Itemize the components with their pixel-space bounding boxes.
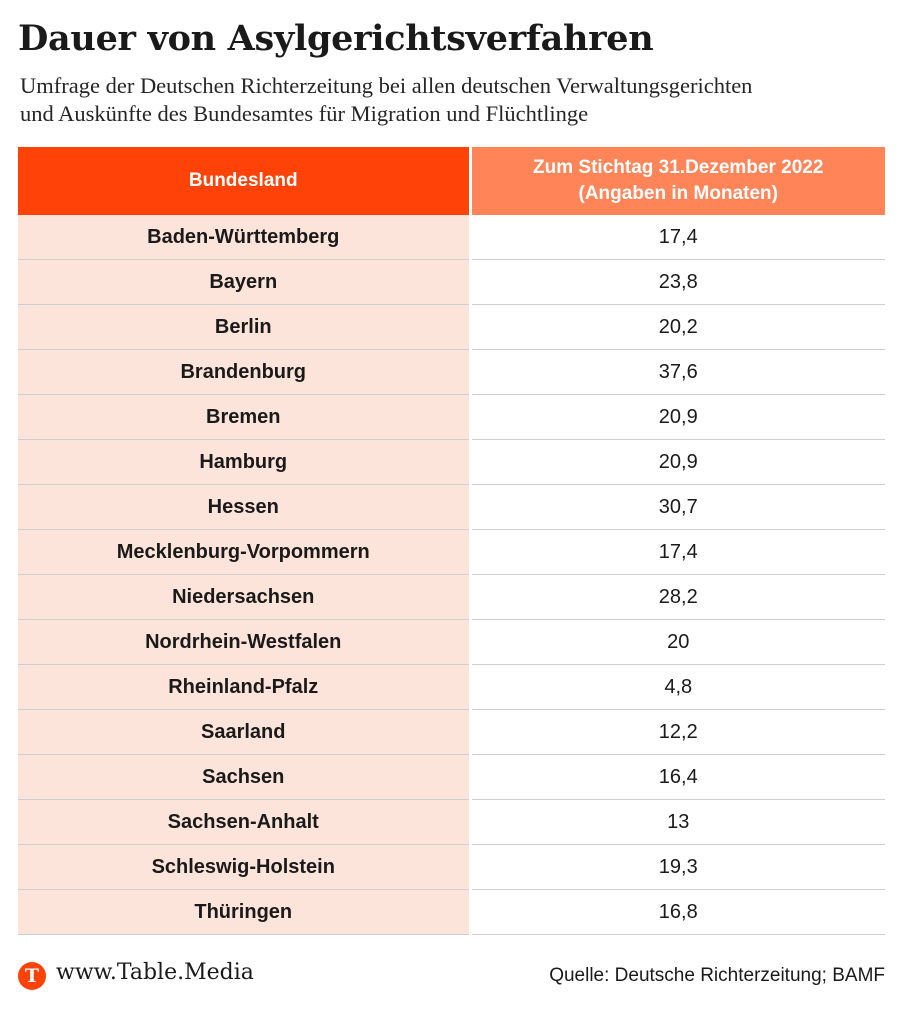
state-cell: Niedersachsen xyxy=(18,574,472,620)
state-cell: Sachsen xyxy=(18,754,472,800)
value-cell: 17,4 xyxy=(470,215,885,260)
value-cell: 17,4 xyxy=(470,529,885,575)
value-cell: 16,8 xyxy=(470,889,885,935)
table-row: Niedersachsen 28,2 xyxy=(18,574,885,620)
table-row: Brandenburg 37,6 xyxy=(18,349,885,395)
value-cell: 13 xyxy=(470,799,885,845)
subtitle-line-1: Umfrage der Deutschen Richterzeitung bei… xyxy=(20,73,753,98)
column-header-state: Bundesland xyxy=(18,147,472,215)
table-row: Berlin 20,2 xyxy=(18,304,885,350)
table-body: Baden-Württemberg 17,4 Bayern 23,8 Berlin 20,… xyxy=(18,215,885,935)
table-media-logo-icon: T xyxy=(18,962,46,990)
table-row: Rheinland-Pfalz 4,8 xyxy=(18,664,885,710)
table-row: Nordrhein-Westfalen 20 xyxy=(18,619,885,665)
value-cell: 12,2 xyxy=(470,709,885,755)
value-cell: 20,9 xyxy=(470,394,885,440)
state-cell: Mecklenburg-Vorpommern xyxy=(18,529,472,575)
value-cell: 20,9 xyxy=(470,439,885,485)
column-header-value-line-1: Zum Stichtag 31.Dezember 2022 xyxy=(533,157,824,178)
value-cell: 4,8 xyxy=(470,664,885,710)
table-row: Schleswig-Holstein 19,3 xyxy=(18,844,885,890)
value-cell: 30,7 xyxy=(470,484,885,530)
footer-site: www.Table.Media xyxy=(56,960,254,985)
state-cell: Hessen xyxy=(18,484,472,530)
value-cell: 20 xyxy=(470,619,885,665)
state-cell: Bayern xyxy=(18,259,472,305)
page-subtitle: Umfrage der Deutschen Richterzeitung bei… xyxy=(20,72,890,128)
page-title: Dauer von Asylgerichtsverfahren xyxy=(18,18,654,59)
state-cell: Bremen xyxy=(18,394,472,440)
subtitle-line-2: und Auskünfte des Bundesamtes für Migrat… xyxy=(20,101,589,126)
table-row: Thüringen 16,8 xyxy=(18,889,885,935)
table-row: Saarland 12,2 xyxy=(18,709,885,755)
value-cell: 28,2 xyxy=(470,574,885,620)
table-row: Mecklenburg-Vorpommern 17,4 xyxy=(18,529,885,575)
state-cell: Brandenburg xyxy=(18,349,472,395)
logo-letter: T xyxy=(24,965,40,987)
state-cell: Sachsen-Anhalt xyxy=(18,799,472,845)
state-cell: Schleswig-Holstein xyxy=(18,844,472,890)
value-cell: 37,6 xyxy=(470,349,885,395)
table-row: Hamburg 20,9 xyxy=(18,439,885,485)
table-row: Bremen 20,9 xyxy=(18,394,885,440)
state-cell: Nordrhein-Westfalen xyxy=(18,619,472,665)
column-header-value: Zum Stichtag 31.Dezember 2022 (Angaben i… xyxy=(470,147,885,215)
footer-source: Quelle: Deutsche Richterzeitung; BAMF xyxy=(549,965,885,986)
table-row: Sachsen-Anhalt 13 xyxy=(18,799,885,845)
state-cell: Berlin xyxy=(18,304,472,350)
value-cell: 16,4 xyxy=(470,754,885,800)
table-row: Bayern 23,8 xyxy=(18,259,885,305)
column-header-value-line-2: (Angaben in Monaten) xyxy=(578,183,778,204)
state-cell: Hamburg xyxy=(18,439,472,485)
table-row: Hessen 30,7 xyxy=(18,484,885,530)
value-cell: 20,2 xyxy=(470,304,885,350)
state-cell: Thüringen xyxy=(18,889,472,935)
table-row: Sachsen 16,4 xyxy=(18,754,885,800)
table-row: Baden-Württemberg 17,4 xyxy=(18,215,885,260)
value-cell: 19,3 xyxy=(470,844,885,890)
state-cell: Saarland xyxy=(18,709,472,755)
state-cell: Baden-Württemberg xyxy=(18,215,472,260)
duration-table: Bundesland Zum Stichtag 31.Dezember 2022… xyxy=(18,147,885,935)
value-cell: 23,8 xyxy=(470,259,885,305)
table-header-row: Bundesland Zum Stichtag 31.Dezember 2022… xyxy=(18,147,885,215)
state-cell: Rheinland-Pfalz xyxy=(18,664,472,710)
